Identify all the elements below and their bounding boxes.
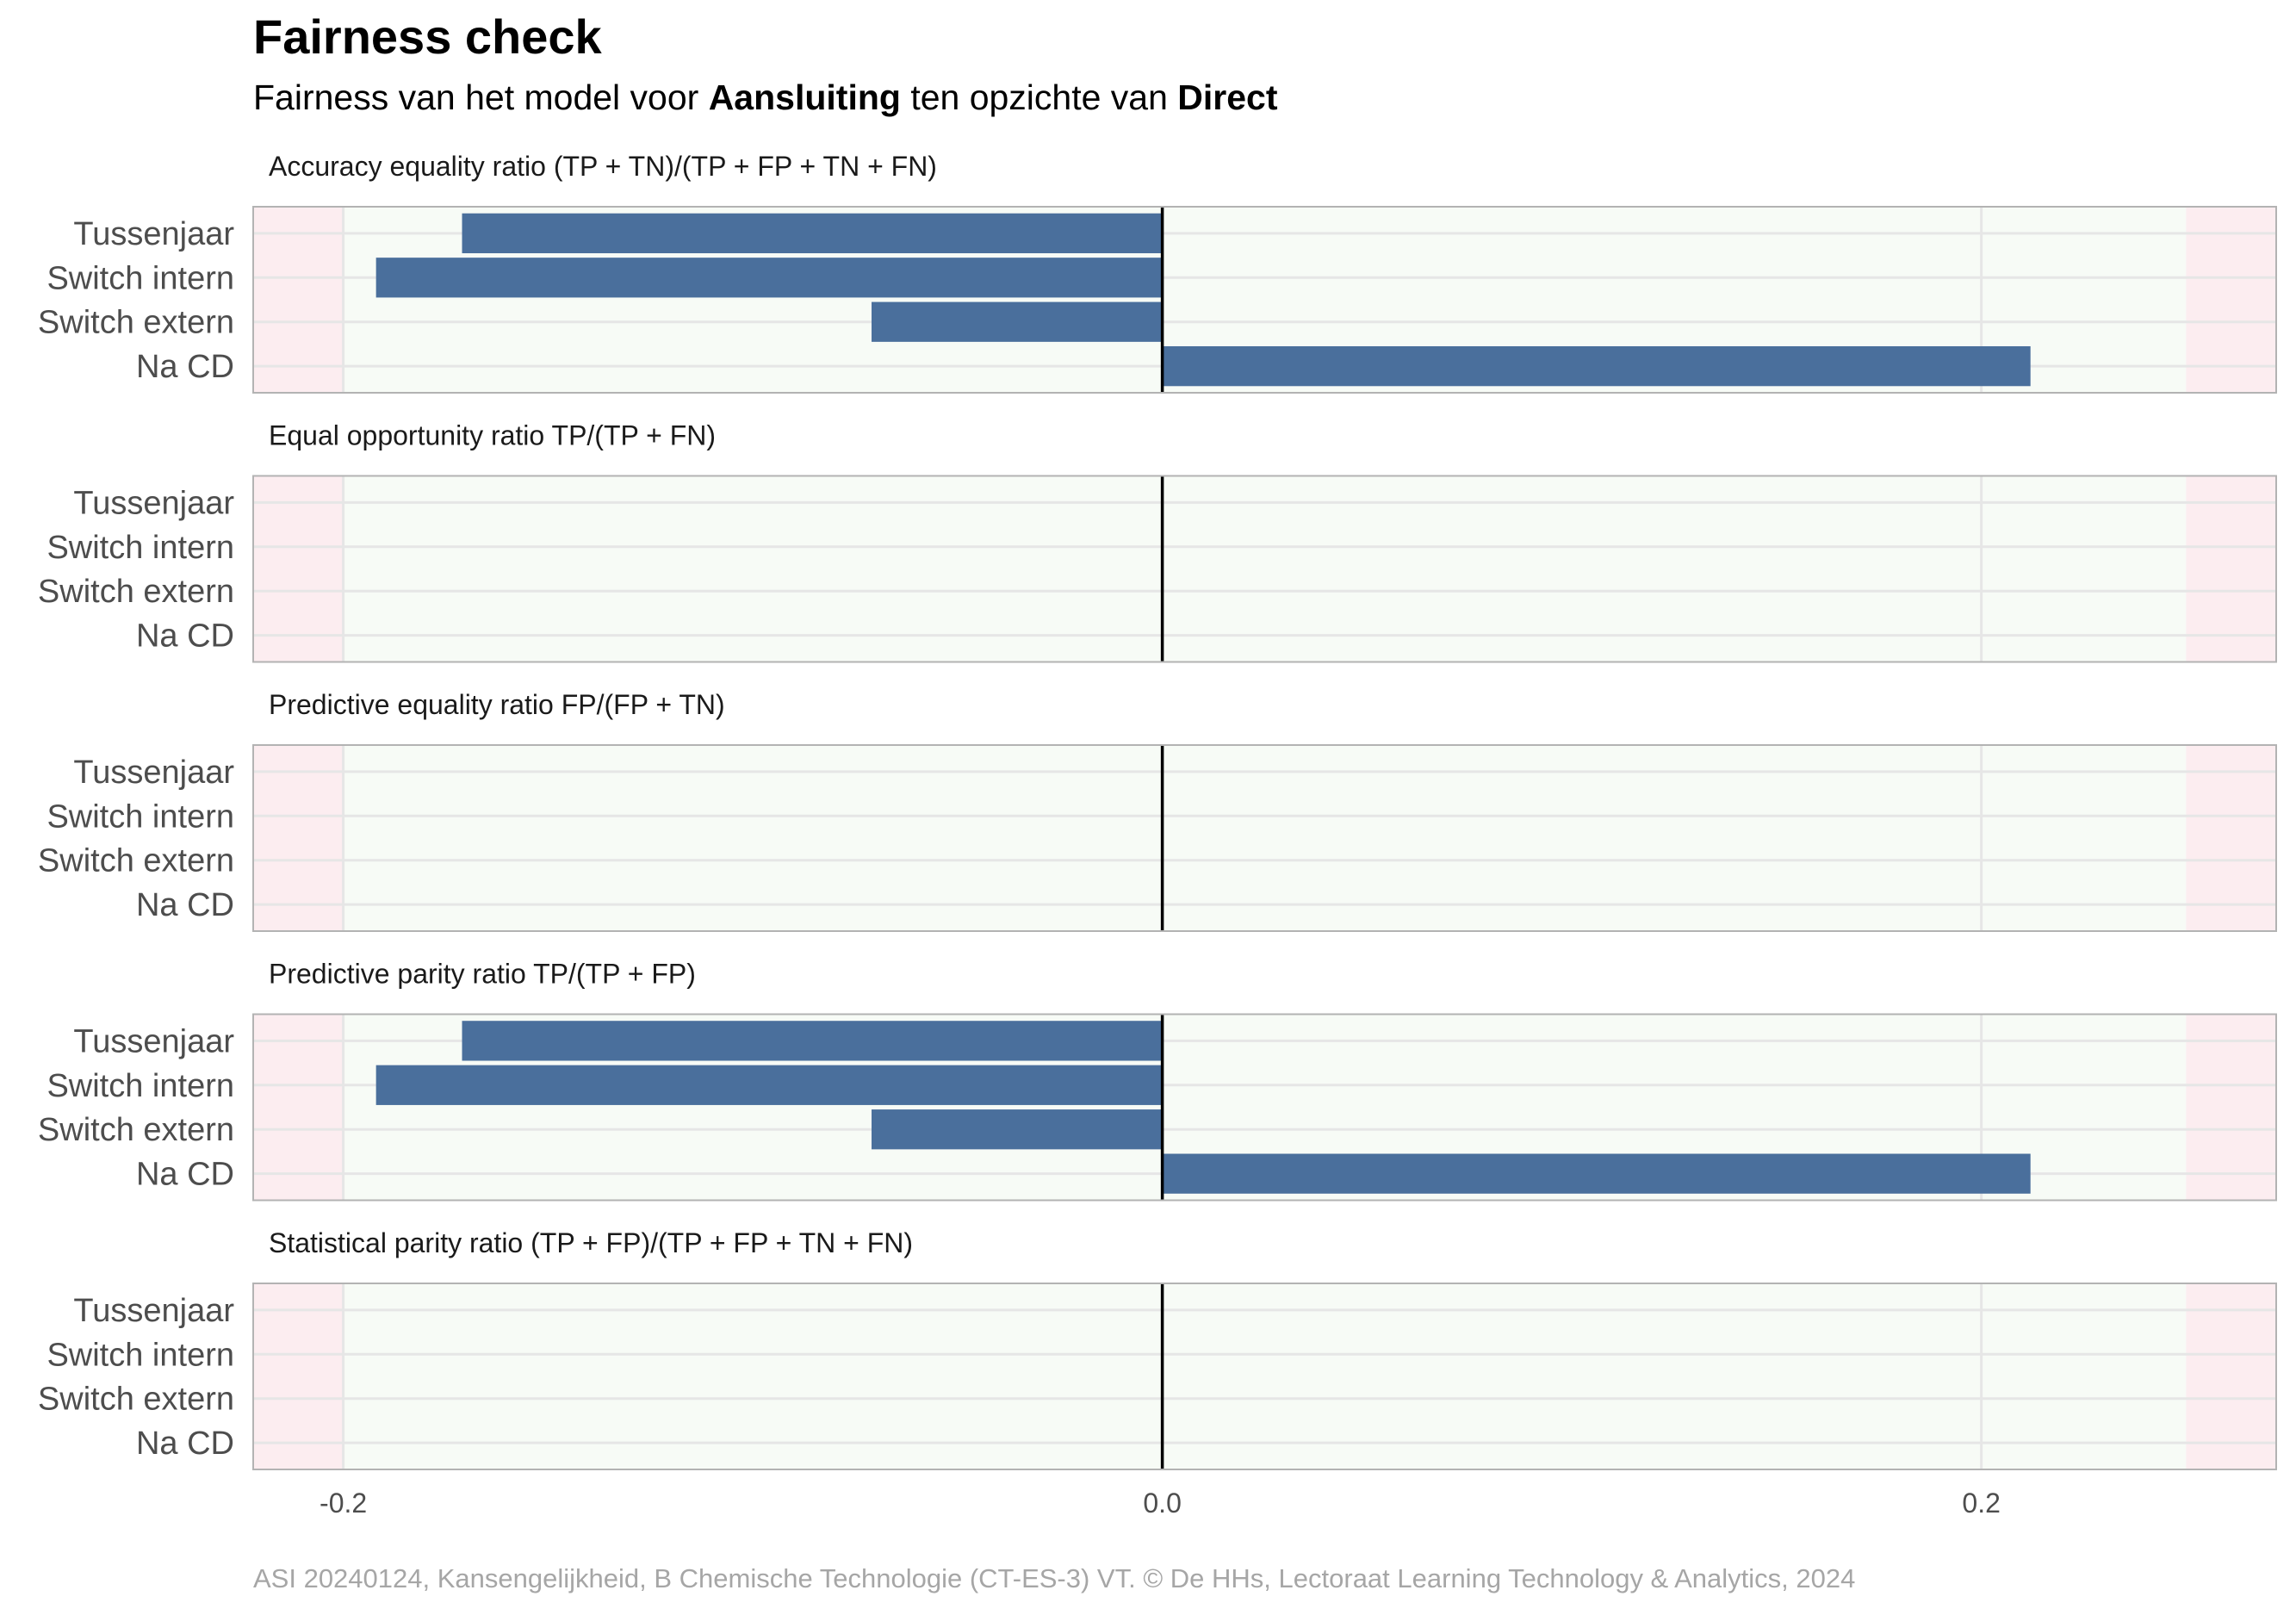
panel-border — [252, 1283, 2277, 1470]
y-tick-label: Switch intern — [47, 1068, 234, 1104]
bar-switch-intern — [375, 1065, 1163, 1105]
y-tick-label: Switch extern — [38, 305, 234, 341]
fair-zone — [343, 1283, 2187, 1469]
y-tick-label: Na CD — [136, 1426, 234, 1462]
chart-title: Fairness check — [253, 9, 602, 64]
y-tick-label: Tussenjaar — [73, 485, 234, 521]
chart-caption: ASI 20240124, Kansengelijkheid, B Chemis… — [253, 1563, 1856, 1593]
panel-strip-label: Statistical parity ratio (TP + FP)/(TP +… — [269, 1227, 913, 1258]
panel-border — [252, 475, 2277, 663]
y-tick-label: Tussenjaar — [73, 1293, 234, 1329]
panel-border — [252, 744, 2277, 932]
panel-border — [252, 206, 2277, 394]
bar-tussenjaar — [462, 1021, 1163, 1061]
y-tick-label: Tussenjaar — [73, 1023, 234, 1059]
unfair-zone-left — [253, 745, 344, 931]
panel-border — [252, 1013, 2277, 1202]
subtitle-middle: ten opzichte van — [900, 78, 1178, 117]
y-tick-label: Switch intern — [47, 260, 234, 296]
bar-na-cd — [1162, 1153, 2031, 1194]
panel-strip-label: Accuracy equality ratio (TP + TN)/(TP + … — [269, 151, 937, 182]
y-tick-label: Tussenjaar — [73, 216, 234, 252]
subtitle-reference: Direct — [1177, 78, 1278, 117]
y-tick-label: Switch intern — [47, 1337, 234, 1373]
unfair-zone-right — [2186, 745, 2276, 931]
y-tick-label: Na CD — [136, 349, 234, 385]
unfair-zone-left — [253, 475, 344, 662]
unfair-zone-left — [253, 207, 344, 393]
unfair-zone-right — [2186, 1014, 2276, 1201]
bar-switch-extern — [872, 301, 1163, 342]
y-tick-label: Switch intern — [47, 798, 234, 835]
panel-strip-label: Predictive parity ratio TP/(TP + FP) — [269, 959, 696, 990]
y-tick-label: Na CD — [136, 1157, 234, 1193]
bar-switch-extern — [872, 1109, 1163, 1150]
unfair-zone-left — [253, 1014, 344, 1201]
bar-tussenjaar — [462, 213, 1163, 253]
panel-strip-label: Predictive equality ratio FP/(FP + TN) — [269, 689, 725, 720]
panel-strip-label: Equal opportunity ratio TP/(TP + FN) — [269, 420, 716, 451]
bar-na-cd — [1162, 346, 2031, 387]
fair-zone — [343, 745, 2187, 931]
y-tick-label: Switch extern — [38, 574, 234, 610]
y-tick-label: Na CD — [136, 618, 234, 655]
y-tick-label: Switch extern — [38, 1112, 234, 1148]
unfair-zone-right — [2186, 207, 2276, 393]
y-tick-label: Switch intern — [47, 530, 234, 566]
subtitle-model: Aansluiting — [708, 78, 901, 117]
chart-subtitle: Fairness van het model voor Aansluiting … — [253, 78, 1278, 118]
unfair-zone-left — [253, 1283, 344, 1469]
x-tick-label: -0.2 — [320, 1488, 367, 1519]
unfair-zone-right — [2186, 1283, 2276, 1469]
unfair-zone-right — [2186, 475, 2276, 662]
y-tick-label: Tussenjaar — [73, 755, 234, 791]
fair-zone — [343, 475, 2187, 662]
y-tick-label: Na CD — [136, 887, 234, 923]
y-tick-label: Switch extern — [38, 843, 234, 879]
bar-switch-intern — [375, 258, 1163, 298]
y-tick-label: Switch extern — [38, 1382, 234, 1418]
x-tick-label: 0.2 — [1962, 1488, 2000, 1519]
x-tick-label: 0.0 — [1143, 1488, 1181, 1519]
subtitle-prefix: Fairness van het model voor — [253, 78, 709, 117]
